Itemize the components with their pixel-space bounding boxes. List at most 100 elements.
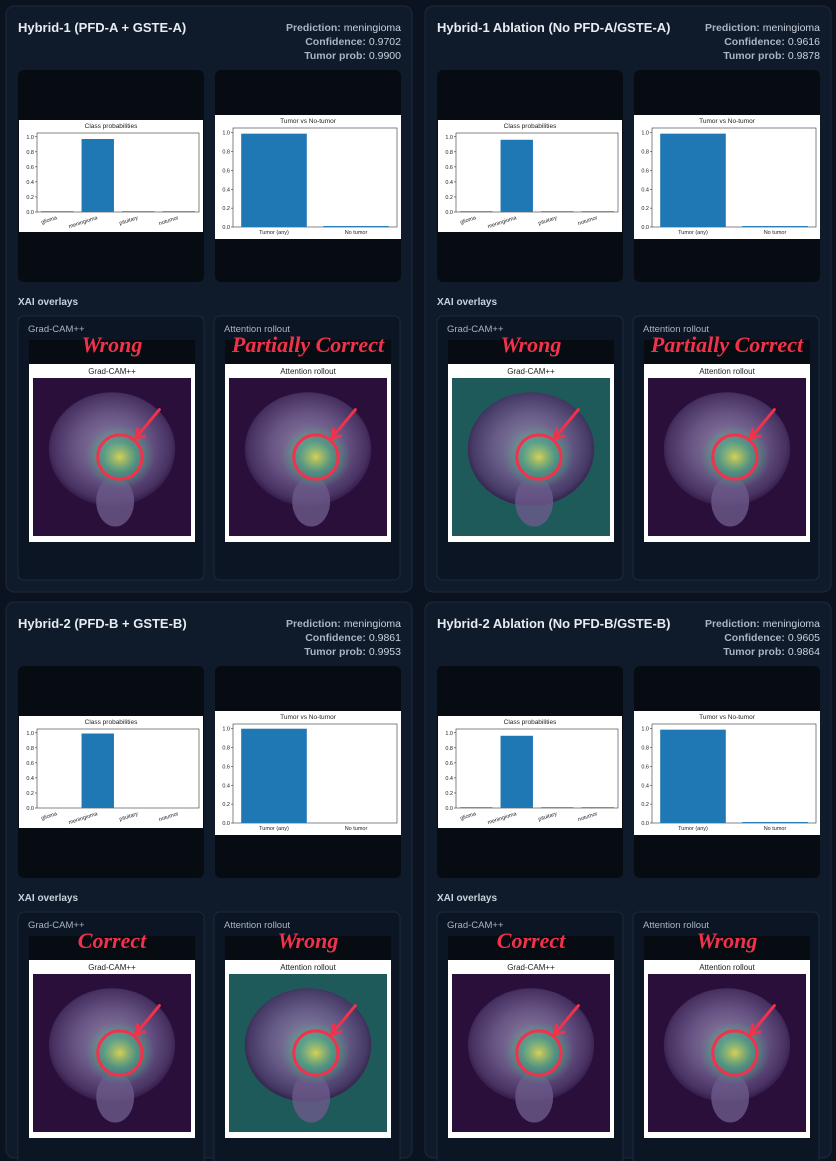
plot-frame: [455, 728, 619, 809]
mri-brainstem: [96, 1071, 135, 1123]
image-dark: [29, 340, 195, 366]
x-tick-label: glioma: [460, 215, 478, 226]
x-tick-label: Tumor (any): [259, 230, 289, 236]
red-circle: [515, 433, 563, 481]
y-tick-label: 0.0: [222, 821, 230, 827]
y-tick-label: 0.8: [222, 150, 230, 156]
y-tick-label: 0.4: [26, 776, 34, 782]
metric-value: 0.9605: [788, 632, 820, 644]
metric-value: 0.9864: [788, 646, 820, 658]
plot-frame: [232, 723, 398, 824]
model-panel: Hybrid-1 (PFD-A + GSTE-A) Prediction: meni…: [5, 5, 413, 593]
y-tick-label: 0.2: [26, 791, 34, 797]
bar: [660, 729, 726, 823]
y-tick-label: 0.2: [222, 206, 230, 212]
red-circle: [96, 433, 144, 481]
image-dark: [225, 340, 391, 366]
metric-label: Confidence:: [724, 632, 785, 644]
metric-value: 0.9878: [788, 50, 820, 62]
y-tick-label: 0.6: [445, 165, 453, 171]
image-dark: [29, 936, 195, 962]
x-tick-label: glioma: [41, 215, 59, 226]
bar: [742, 822, 808, 823]
bar: [241, 728, 307, 823]
overlay-label: Attention rollout: [643, 920, 709, 931]
chart-title: Tumor vs No-tumor: [280, 118, 337, 125]
handwritten-annotation: Partially Correct: [650, 332, 804, 357]
overlay-label: Grad-CAM++: [28, 324, 85, 335]
section-heading: XAI overlays: [437, 893, 497, 904]
y-tick-label: 0.0: [641, 225, 649, 231]
bar: [122, 211, 155, 212]
plot-frame: [651, 723, 817, 824]
x-tick-label: notumor: [577, 811, 598, 823]
y-tick-label: 0.4: [26, 180, 34, 186]
bar: [81, 139, 114, 212]
y-tick-label: 0.8: [445, 150, 453, 156]
metric: Prediction: meningioma: [705, 618, 820, 630]
chart-title: Class probabilities: [85, 123, 138, 130]
overlay-label: Grad-CAM++: [28, 920, 85, 931]
plot-frame: [36, 728, 200, 809]
chart-title: Tumor vs No-tumor: [699, 118, 756, 125]
bar: [41, 211, 74, 212]
y-tick-label: 0.8: [641, 746, 649, 752]
bar: [500, 735, 533, 808]
y-tick-label: 0.6: [222, 168, 230, 174]
y-tick-label: 0.2: [222, 802, 230, 808]
panel-title: Hybrid-1 (PFD-A + GSTE-A): [18, 20, 186, 35]
y-tick-label: 0.0: [445, 806, 453, 812]
handwritten-annotation: Correct: [78, 928, 147, 953]
metric-label: Prediction:: [286, 22, 341, 34]
red-arrow: [749, 1004, 776, 1036]
metric-label: Confidence:: [305, 36, 366, 48]
mri-brainstem: [96, 475, 135, 527]
bar: [241, 133, 307, 227]
red-arrow: [553, 1004, 580, 1036]
metric-value: meningioma: [344, 22, 401, 34]
bar: [742, 226, 808, 227]
y-tick-label: 0.0: [641, 821, 649, 827]
bar: [581, 807, 614, 808]
handwritten-annotation: Wrong: [278, 928, 339, 953]
x-tick-label: Tumor (any): [259, 826, 289, 832]
chart-title: Class probabilities: [85, 719, 138, 726]
y-tick-label: 0.6: [641, 168, 649, 174]
bar: [541, 211, 574, 212]
bar: [581, 211, 614, 212]
metric-value: 0.9702: [369, 36, 401, 48]
red-circle: [711, 433, 759, 481]
y-tick-label: 0.4: [641, 783, 649, 789]
y-tick-label: 0.8: [26, 150, 34, 156]
image-title: Grad-CAM++: [507, 963, 555, 972]
image-title: Attention rollout: [699, 963, 755, 972]
bar: [323, 226, 389, 227]
y-tick-label: 0.6: [641, 764, 649, 770]
chart-title: Class probabilities: [504, 719, 557, 726]
section-heading: XAI overlays: [437, 297, 497, 308]
metric-value: 0.9861: [369, 632, 401, 644]
overlay-label: Grad-CAM++: [447, 920, 504, 931]
y-tick-label: 0.6: [222, 764, 230, 770]
mri-brainstem: [515, 1071, 554, 1123]
metric-label: Tumor prob:: [723, 50, 785, 62]
metric-label: Tumor prob:: [723, 646, 785, 658]
metric-label: Confidence:: [305, 632, 366, 644]
y-tick-label: 0.8: [641, 150, 649, 156]
metric-label: Tumor prob:: [304, 50, 366, 62]
metric-label: Confidence:: [724, 36, 785, 48]
x-tick-label: No tumor: [345, 230, 368, 236]
handwritten-annotation: Wrong: [697, 928, 758, 953]
metric-value: meningioma: [344, 618, 401, 630]
plot-frame: [36, 132, 200, 213]
handwritten-annotation: Wrong: [82, 332, 143, 357]
handwritten-annotation: Partially Correct: [231, 332, 385, 357]
model-panel: Hybrid-2 (PFD-B + GSTE-B) Prediction: meni…: [5, 601, 413, 1161]
mri-brainstem: [515, 475, 554, 527]
overlay-label: Attention rollout: [224, 324, 290, 335]
image-title: Grad-CAM++: [88, 963, 136, 972]
y-tick-label: 0.6: [26, 761, 34, 767]
image-dark: [448, 936, 614, 962]
